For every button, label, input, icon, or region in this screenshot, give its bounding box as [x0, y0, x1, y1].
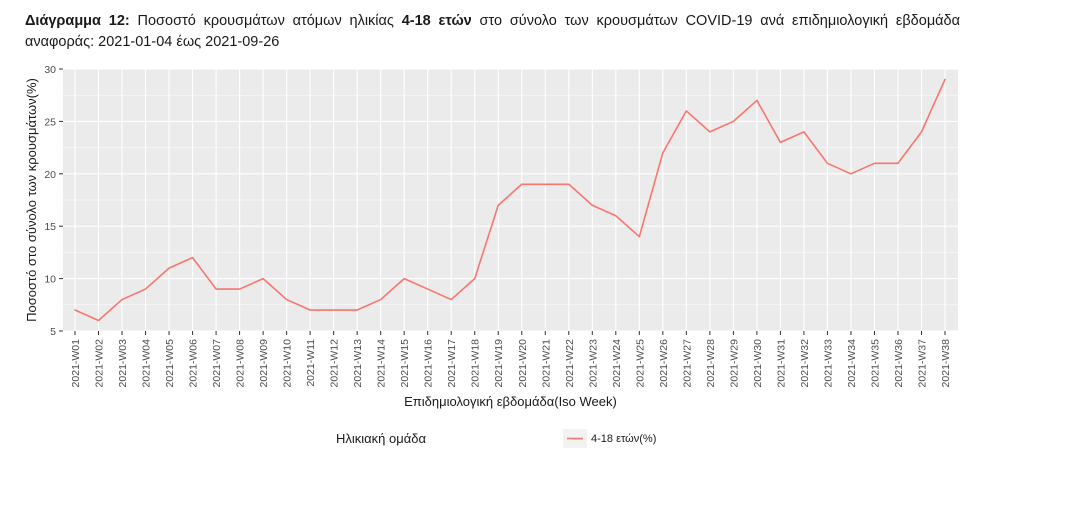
x-tick-label: 2021-W27 — [681, 339, 693, 388]
x-tick-label: 2021-W32 — [799, 339, 811, 388]
y-tick-label: 20 — [44, 169, 56, 181]
y-axis-title: Ποσοστό στο σύνολο των κρουσμάτων(%) — [24, 78, 39, 322]
y-tick-label: 5 — [50, 326, 56, 338]
caption-highlight: 4-18 ετών — [401, 13, 472, 29]
x-tick-label: 2021-W23 — [587, 339, 599, 388]
x-tick-label: 2021-W15 — [399, 339, 411, 388]
x-tick-label: 2021-W20 — [517, 339, 529, 388]
y-axis: 5 10 15 20 25 30 — [44, 64, 63, 338]
x-tick-label: 2021-W29 — [728, 339, 740, 388]
x-tick-label: 2021-W30 — [752, 339, 764, 388]
x-tick-label: 2021-W05 — [164, 339, 176, 388]
legend-label: 4-18 ετών(%) — [591, 433, 656, 445]
x-tick-label: 2021-W04 — [141, 339, 153, 388]
x-tick-label: 2021-W28 — [705, 339, 717, 388]
legend-title: Ηλικιακή ομάδα — [336, 431, 426, 446]
grid-major — [63, 68, 958, 332]
caption-text-before: Ποσοστό κρουσμάτων ατόμων ηλικίας — [137, 13, 402, 29]
x-tick-label: 2021-W33 — [822, 339, 834, 388]
series-layer — [74, 78, 946, 322]
x-tick-label: 2021-W10 — [282, 339, 294, 388]
x-tick-label: 2021-W22 — [564, 339, 576, 388]
x-tick-label: 2021-W21 — [540, 339, 552, 388]
x-tick-label: 2021-W31 — [775, 339, 787, 388]
x-tick-label: 2021-W08 — [235, 339, 247, 388]
x-tick-label: 2021-W14 — [376, 339, 388, 388]
x-tick-label: 2021-W03 — [117, 339, 129, 388]
x-tick-label: 2021-W13 — [352, 339, 364, 388]
x-axis-title: Επιδημιολογική εβδομάδα(Iso Week) — [404, 394, 617, 409]
x-tick-label: 2021-W01 — [70, 339, 82, 388]
x-tick-label: 2021-W18 — [470, 339, 482, 388]
y-tick-label: 30 — [44, 64, 56, 76]
caption-label: Διάγραμμα 12 — [25, 13, 125, 29]
y-tick-label: 15 — [44, 221, 56, 233]
y-tick-label: 25 — [44, 116, 56, 128]
x-tick-label: 2021-W34 — [846, 339, 858, 388]
x-axis: 2021-W01 2021-W02 2021-W03 2021-W04 2021-W05… — [70, 331, 952, 387]
x-tick-label: 2021-W38 — [940, 339, 952, 388]
legend: Ηλικιακή ομάδα 4-18 ετών(%) — [336, 429, 656, 448]
y-tick-label: 10 — [44, 274, 56, 286]
x-tick-label: 2021-W11 — [305, 339, 317, 387]
x-tick-label: 2021-W17 — [446, 339, 458, 388]
x-tick-label: 2021-W26 — [658, 339, 670, 388]
x-tick-label: 2021-W02 — [94, 339, 106, 388]
x-tick-label: 2021-W16 — [423, 339, 435, 388]
x-tick-label: 2021-W07 — [211, 339, 223, 388]
x-tick-label: 2021-W12 — [329, 339, 341, 388]
x-tick-label: 2021-W06 — [188, 339, 200, 388]
x-tick-label: 2021-W25 — [634, 339, 646, 388]
caption-text-after: στο σύνολο των κρουσμάτων COVID-19 ανά ε… — [25, 13, 961, 50]
caption-sep: : — [124, 13, 130, 29]
x-tick-label: 2021-W09 — [258, 339, 270, 388]
chart-caption: Διάγραμμα 12: Ποσοστό κρουσμάτων ατόμων … — [25, 11, 960, 53]
grid-minor — [63, 94, 958, 306]
x-tick-label: 2021-W19 — [493, 339, 505, 388]
x-tick-label: 2021-W36 — [893, 339, 905, 388]
x-tick-label: 2021-W24 — [611, 339, 623, 388]
x-tick-label: 2021-W35 — [869, 339, 881, 388]
series-line — [74, 78, 946, 322]
x-tick-label: 2021-W37 — [916, 339, 928, 388]
